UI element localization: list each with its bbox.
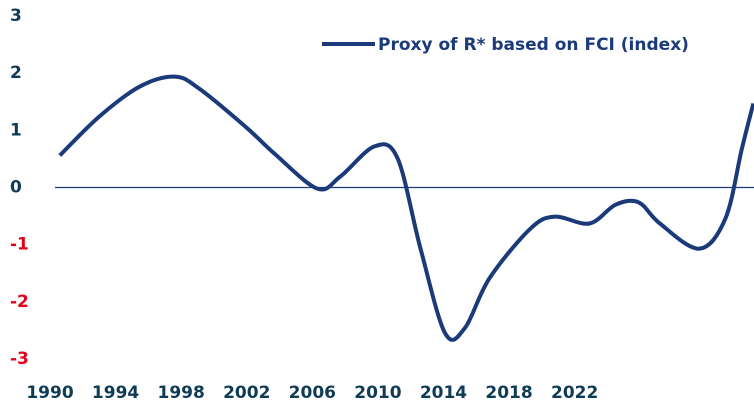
series-line: [58, 74, 754, 342]
y-tick-label: 0: [10, 178, 22, 198]
y-tick-label: -3: [10, 349, 29, 369]
x-tick-label: 2022: [551, 383, 598, 403]
x-tick-label: 1990: [26, 383, 73, 403]
legend-label: Proxy of R* based on FCI (index): [378, 35, 689, 55]
y-tick-label: 2: [10, 63, 22, 83]
y-tick-label: 3: [10, 6, 22, 26]
x-tick-label: 2002: [223, 383, 270, 403]
x-tick-label: 2018: [485, 383, 532, 403]
y-tick-label: -2: [10, 292, 29, 312]
x-tick-label: 1994: [92, 383, 139, 403]
y-tick-label: 1: [10, 120, 22, 140]
x-tick-label: 1998: [157, 383, 204, 403]
y-tick-label: -1: [10, 235, 29, 255]
x-tick-label: 2014: [420, 383, 467, 403]
x-tick-label: 2010: [354, 383, 401, 403]
x-tick-label: 2006: [289, 383, 336, 403]
